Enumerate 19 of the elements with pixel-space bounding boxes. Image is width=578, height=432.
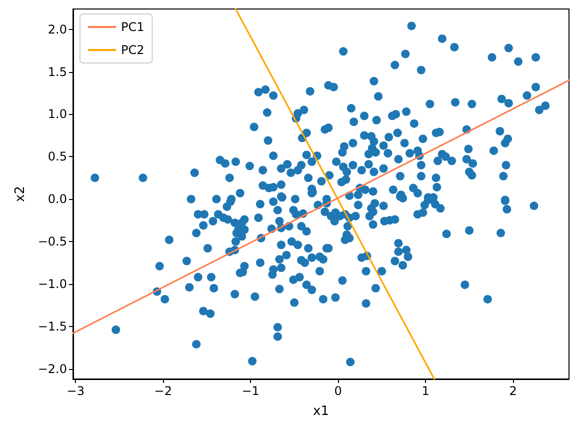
x-tick-label: −3 — [66, 384, 84, 398]
legend-label: PC2 — [121, 43, 144, 57]
x-axis-title: x1 — [313, 404, 329, 419]
x-tick-label: 0 — [334, 384, 342, 398]
x-tick-label: −1 — [242, 384, 260, 398]
y-tick-label: −1.5 — [38, 319, 67, 334]
y-tick-label: −0.5 — [38, 234, 67, 249]
x-tick-label: −2 — [154, 384, 172, 398]
x-tick-label: 1 — [422, 384, 430, 398]
y-tick-label: 1.5 — [48, 64, 67, 79]
y-tick-label: 2.0 — [48, 22, 67, 36]
legend-label: PC1 — [121, 20, 144, 34]
y-tick-label: 1.0 — [48, 107, 67, 122]
y-tick-label: −1.0 — [38, 276, 67, 291]
y-tick-label: 0.5 — [48, 150, 67, 164]
y-tick-label: 0.0 — [48, 192, 67, 206]
x-tick-label: 2 — [509, 384, 517, 398]
y-tick-label: −2.0 — [38, 362, 67, 376]
y-axis-title: x2 — [12, 186, 28, 202]
